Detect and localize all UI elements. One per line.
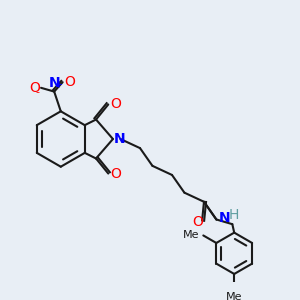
Text: O: O	[29, 81, 40, 95]
Text: O: O	[110, 167, 121, 182]
Text: N: N	[219, 211, 231, 225]
Text: Me: Me	[183, 230, 200, 239]
Text: N: N	[48, 76, 60, 90]
Text: Me: Me	[226, 292, 242, 300]
Text: O: O	[192, 215, 203, 230]
Text: H: H	[229, 208, 239, 222]
Text: N: N	[114, 132, 125, 146]
Text: O: O	[64, 75, 75, 89]
Text: O: O	[110, 97, 121, 111]
Text: -: -	[35, 88, 39, 98]
Text: +: +	[54, 80, 62, 90]
